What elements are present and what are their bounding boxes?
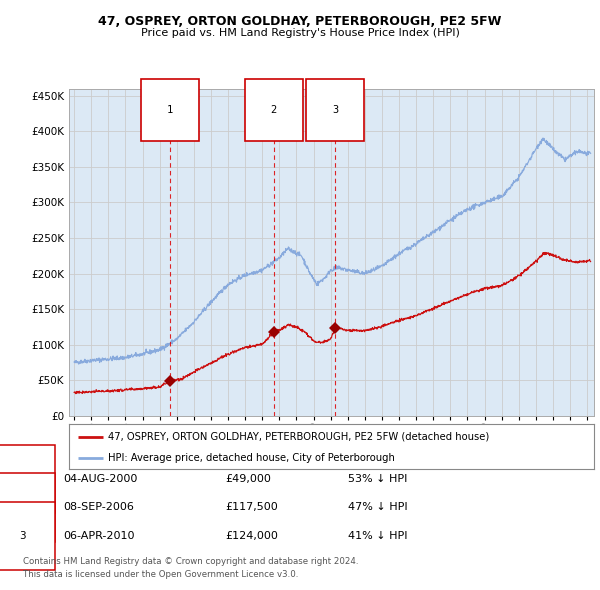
Text: 53% ↓ HPI: 53% ↓ HPI <box>348 474 407 484</box>
Text: 06-APR-2010: 06-APR-2010 <box>63 531 134 540</box>
Text: 04-AUG-2000: 04-AUG-2000 <box>63 474 137 484</box>
Text: 2: 2 <box>271 105 277 115</box>
Text: £49,000: £49,000 <box>225 474 271 484</box>
Text: 47, OSPREY, ORTON GOLDHAY, PETERBOROUGH, PE2 5FW (detached house): 47, OSPREY, ORTON GOLDHAY, PETERBOROUGH,… <box>109 432 490 442</box>
Text: £124,000: £124,000 <box>225 531 278 540</box>
Text: 47, OSPREY, ORTON GOLDHAY, PETERBOROUGH, PE2 5FW: 47, OSPREY, ORTON GOLDHAY, PETERBOROUGH,… <box>98 15 502 28</box>
Text: 41% ↓ HPI: 41% ↓ HPI <box>348 531 407 540</box>
Text: 3: 3 <box>19 531 26 540</box>
Text: Contains HM Land Registry data © Crown copyright and database right 2024.: Contains HM Land Registry data © Crown c… <box>23 558 358 566</box>
Text: This data is licensed under the Open Government Licence v3.0.: This data is licensed under the Open Gov… <box>23 571 298 579</box>
Text: £117,500: £117,500 <box>225 503 278 512</box>
Text: Price paid vs. HM Land Registry's House Price Index (HPI): Price paid vs. HM Land Registry's House … <box>140 28 460 38</box>
Text: 1: 1 <box>19 474 26 484</box>
Text: 1: 1 <box>167 105 173 115</box>
Text: 2: 2 <box>19 503 26 512</box>
Text: 08-SEP-2006: 08-SEP-2006 <box>63 503 134 512</box>
Text: HPI: Average price, detached house, City of Peterborough: HPI: Average price, detached house, City… <box>109 453 395 463</box>
Text: 3: 3 <box>332 105 338 115</box>
Text: 47% ↓ HPI: 47% ↓ HPI <box>348 503 407 512</box>
